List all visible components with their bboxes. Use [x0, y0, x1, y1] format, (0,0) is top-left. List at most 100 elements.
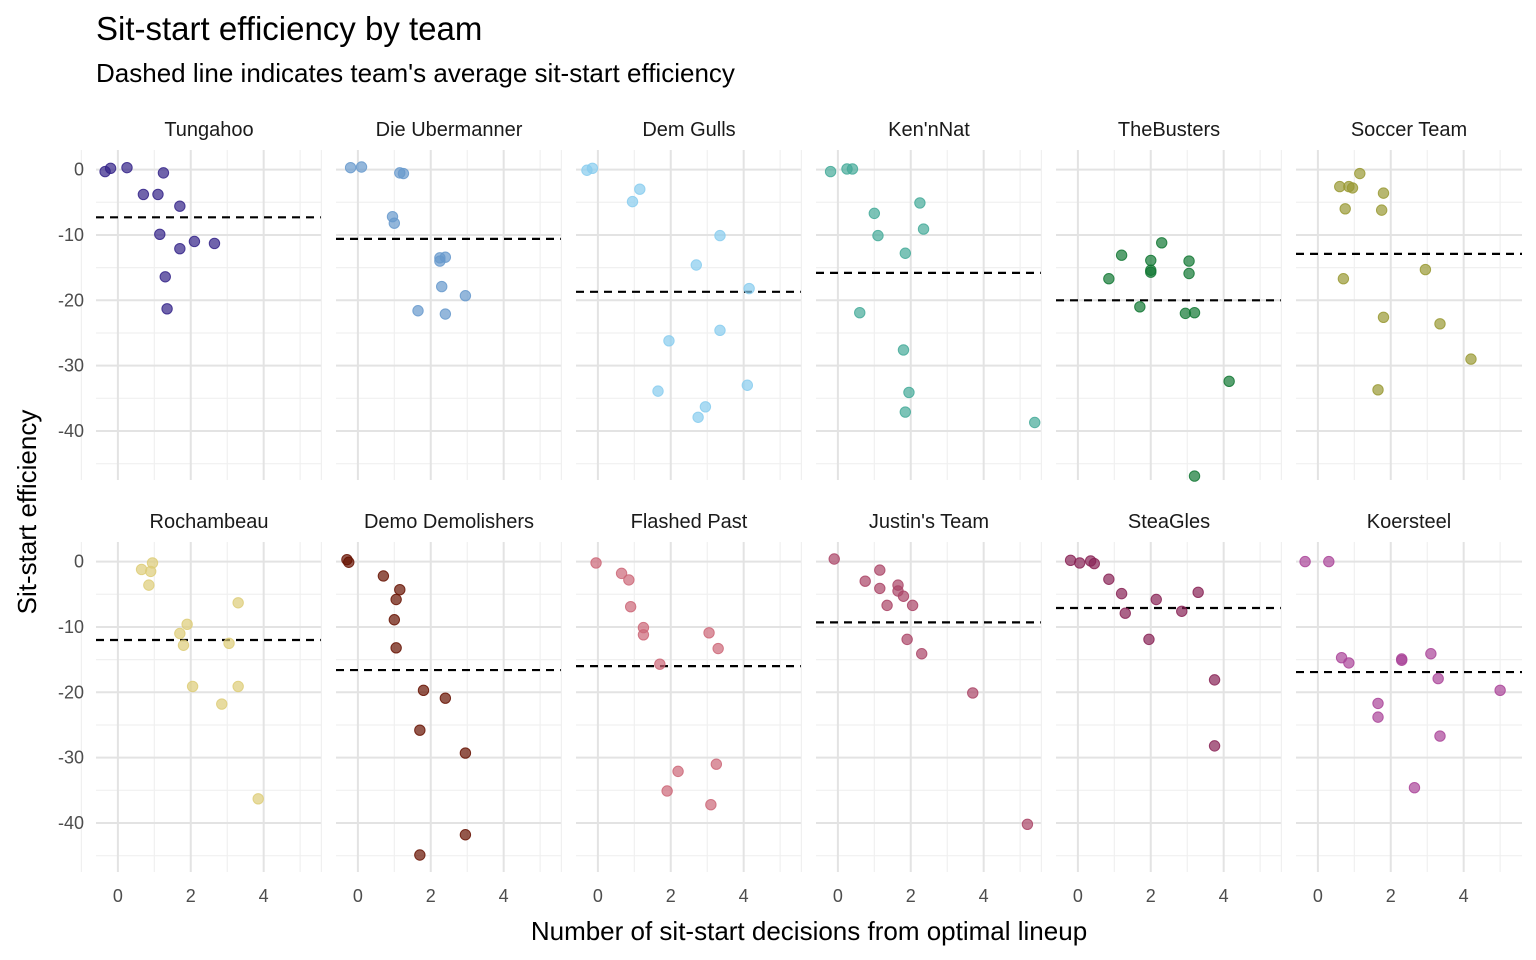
data-point-rochambeau — [232, 680, 244, 693]
data-point-justin-s-team — [874, 564, 886, 576]
data-point-tungahoo — [137, 188, 150, 201]
data-point-dem-gulls — [743, 282, 755, 295]
data-point-koersteel — [1343, 657, 1355, 669]
chart-title: Sit-start efficiency by team — [96, 10, 483, 47]
data-point-justin-s-team — [967, 687, 979, 699]
panel-title-koersteel: Koersteel — [1367, 511, 1452, 533]
y-tick-label: -10 — [58, 225, 84, 245]
data-point-soccer-team — [1377, 187, 1390, 199]
data-point-dem-gulls — [699, 401, 712, 413]
data-point-ken-nnat — [914, 197, 926, 209]
x-tick-label: 2 — [666, 886, 676, 906]
data-point-justin-s-team — [874, 582, 886, 595]
data-point-demo-demolishers — [439, 692, 452, 704]
data-point-dem-gulls — [692, 411, 704, 423]
data-point-dem-gulls — [714, 229, 726, 242]
data-point-die-ubermanner — [355, 161, 368, 173]
data-point-koersteel — [1323, 555, 1335, 568]
data-point-ken-nnat — [899, 247, 912, 259]
data-point-soccer-team — [1354, 167, 1366, 180]
y-tick-label: -20 — [58, 290, 84, 310]
data-point-dem-gulls — [652, 385, 664, 397]
panel-title-steagles: SteaGles — [1128, 511, 1210, 533]
data-point-thebusters — [1145, 266, 1157, 278]
data-point-dem-gulls — [634, 183, 646, 195]
data-point-tungahoo — [159, 271, 171, 283]
data-point-justin-s-team — [901, 633, 913, 646]
data-point-tungahoo — [152, 188, 164, 201]
data-point-rochambeau — [186, 680, 199, 693]
data-point-ken-nnat — [897, 344, 910, 356]
data-point-demo-demolishers — [459, 747, 472, 759]
panel-title-tungahoo: Tungahoo — [164, 119, 253, 141]
data-point-die-ubermanner — [439, 308, 452, 320]
data-point-thebusters — [1188, 307, 1201, 319]
x-tick-label: 4 — [979, 886, 989, 906]
data-point-tungahoo — [104, 162, 117, 174]
data-point-demo-demolishers — [414, 849, 426, 861]
data-point-koersteel — [1299, 555, 1311, 568]
x-tick-label: 0 — [113, 886, 123, 906]
data-point-demo-demolishers — [390, 593, 402, 606]
data-point-justin-s-team — [881, 599, 893, 612]
y-tick-label: -10 — [58, 617, 84, 637]
data-point-koersteel — [1372, 711, 1384, 723]
x-tick-label: 4 — [739, 886, 749, 906]
x-tick-label: 2 — [426, 886, 436, 906]
data-point-tungahoo — [188, 235, 201, 248]
data-point-steagles — [1115, 587, 1128, 600]
data-point-soccer-team — [1337, 273, 1350, 285]
data-point-ken-nnat — [824, 165, 837, 178]
data-point-ken-nnat — [1029, 416, 1041, 429]
x-tick-label: 0 — [353, 886, 363, 906]
x-tick-label: 2 — [906, 886, 916, 906]
data-point-die-ubermanner — [412, 305, 424, 317]
data-point-soccer-team — [1434, 318, 1446, 330]
x-tick-label: 0 — [1313, 886, 1323, 906]
data-point-thebusters — [1156, 237, 1168, 249]
data-point-justin-s-team — [828, 553, 840, 565]
panel-title-rochambeau: Rochambeau — [150, 511, 269, 533]
data-point-rochambeau — [223, 637, 235, 649]
y-tick-label: -40 — [58, 813, 84, 833]
data-point-steagles — [1103, 573, 1115, 585]
x-tick-label: 4 — [1219, 886, 1229, 906]
data-point-soccer-team — [1465, 353, 1477, 365]
panel-title-thebusters: TheBusters — [1118, 119, 1220, 141]
data-point-thebusters — [1183, 255, 1195, 267]
data-point-flashed-past — [703, 627, 715, 639]
data-point-justin-s-team — [859, 575, 871, 587]
data-point-justin-s-team — [906, 599, 919, 612]
data-point-flashed-past — [661, 785, 673, 797]
data-point-rochambeau — [135, 563, 148, 576]
data-point-tungahoo — [174, 242, 186, 255]
data-point-rochambeau — [232, 597, 244, 609]
data-point-soccer-team — [1419, 263, 1432, 276]
data-point-thebusters — [1183, 267, 1195, 280]
data-point-demo-demolishers — [388, 614, 401, 626]
data-point-demo-demolishers — [459, 829, 472, 841]
data-point-koersteel — [1425, 648, 1437, 660]
data-point-tungahoo — [161, 303, 173, 315]
data-point-koersteel — [1372, 697, 1384, 710]
data-point-steagles — [1073, 557, 1086, 569]
x-tick-label: 0 — [593, 886, 603, 906]
data-point-thebusters — [1103, 273, 1115, 285]
x-tick-label: 2 — [186, 886, 196, 906]
data-point-demo-demolishers — [417, 684, 430, 697]
data-point-rochambeau — [177, 639, 190, 651]
x-tick-label: 4 — [1459, 886, 1469, 906]
data-point-ken-nnat — [846, 163, 859, 175]
data-point-steagles — [1192, 586, 1204, 599]
data-point-thebusters — [1145, 254, 1157, 267]
data-point-justin-s-team — [916, 648, 928, 660]
data-point-dem-gulls — [626, 195, 639, 208]
data-point-koersteel — [1396, 654, 1408, 666]
data-point-flashed-past — [590, 557, 602, 569]
y-tick-label: 0 — [74, 160, 84, 180]
y-tick-label: -40 — [58, 421, 84, 441]
data-point-demo-demolishers — [414, 724, 426, 736]
data-point-flashed-past — [712, 642, 724, 655]
data-point-soccer-team — [1375, 204, 1388, 216]
